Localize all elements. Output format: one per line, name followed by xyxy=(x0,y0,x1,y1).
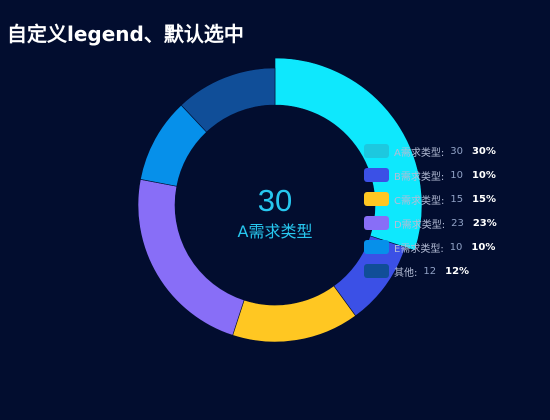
legend-percent: 10% xyxy=(471,241,496,253)
legend-percent: 23% xyxy=(472,217,497,229)
legend-swatch xyxy=(364,264,389,278)
legend-item[interactable]: A需求类型: 30 30% xyxy=(364,143,497,159)
legend-swatch xyxy=(364,216,389,230)
legend-item[interactable]: B需求类型: 10 10% xyxy=(364,167,497,183)
legend: A需求类型: 30 30% B需求类型: 10 10% C需求类型: 15 15… xyxy=(364,143,497,287)
legend-value: 30 xyxy=(450,145,463,157)
legend-percent: 10% xyxy=(471,169,496,181)
donut-slice[interactable] xyxy=(232,285,356,343)
legend-item[interactable]: D需求类型: 23 23% xyxy=(364,215,497,231)
legend-swatch xyxy=(364,240,389,254)
legend-percent: 30% xyxy=(471,145,496,157)
legend-value: 23 xyxy=(451,217,464,229)
legend-value: 12 xyxy=(423,265,437,277)
legend-label: A需求类型: xyxy=(394,147,445,159)
donut-slice[interactable] xyxy=(180,67,276,133)
center-label: A需求类型 xyxy=(237,222,313,241)
legend-value: 15 xyxy=(450,193,464,205)
chart-title: 自定义legend、默认选中 xyxy=(7,22,244,46)
legend-label: D需求类型: xyxy=(394,219,446,231)
legend-label: 其他: xyxy=(394,267,418,279)
legend-label: B需求类型: xyxy=(394,171,445,183)
legend-swatch xyxy=(364,144,389,158)
legend-label: C需求类型: xyxy=(394,195,445,207)
legend-label: E需求类型: xyxy=(394,243,444,255)
legend-value: 10 xyxy=(449,241,463,253)
legend-item[interactable]: 其他: 12 12% xyxy=(364,263,497,279)
legend-value: 10 xyxy=(450,169,463,181)
legend-swatch xyxy=(364,168,389,182)
legend-swatch xyxy=(364,192,389,206)
center-value: 30 xyxy=(257,183,293,218)
legend-item[interactable]: E需求类型: 10 10% xyxy=(364,239,497,255)
legend-percent: 15% xyxy=(472,193,497,205)
legend-percent: 12% xyxy=(445,265,470,277)
legend-item[interactable]: C需求类型: 15 15% xyxy=(364,191,497,207)
